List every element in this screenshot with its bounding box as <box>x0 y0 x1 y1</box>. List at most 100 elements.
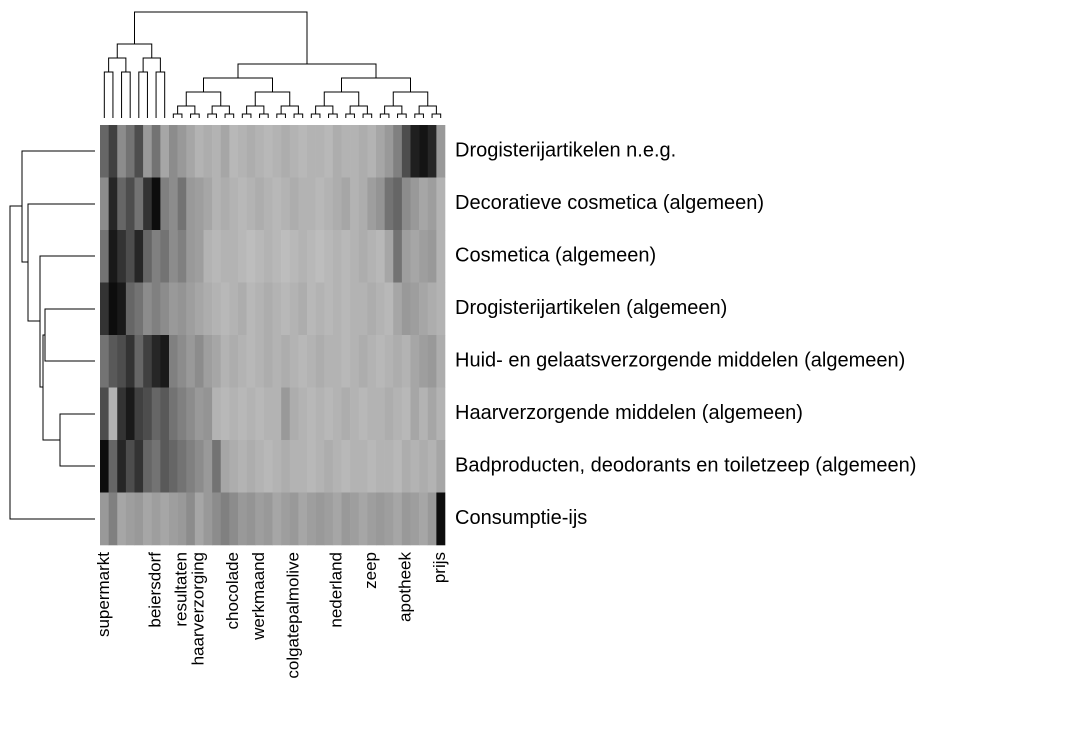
heatmap-cell <box>169 492 178 546</box>
heatmap-cell <box>125 492 135 546</box>
heatmap-cell <box>341 387 351 441</box>
dendrogram-branch <box>259 113 269 118</box>
heatmap-cell <box>410 230 420 283</box>
heatmap-cell <box>151 492 161 546</box>
heatmap-cell <box>246 125 256 178</box>
heatmap-cell <box>229 335 239 388</box>
heatmap-cell <box>324 335 334 388</box>
heatmap-cell <box>324 230 334 283</box>
row-label: Drogisterijartikelen n.e.g. <box>455 140 676 162</box>
heatmap-cell <box>194 125 204 178</box>
dendrogram-branch <box>384 105 403 114</box>
heatmap-cell <box>238 335 247 388</box>
heatmap-cell <box>186 125 196 178</box>
dendrogram-branch <box>116 43 153 58</box>
heatmap-cell <box>376 230 385 283</box>
row-label: Haarverzorgende middelen (algemeen) <box>455 402 803 424</box>
heatmap-cell <box>220 282 230 336</box>
heatmap-cell <box>169 282 178 336</box>
dendrogram-branch <box>142 57 161 72</box>
heatmap-cell <box>194 230 204 283</box>
heatmap-cell <box>358 230 368 283</box>
heatmap-cell <box>177 125 187 178</box>
heatmap-cell <box>419 387 429 441</box>
heatmap-cell <box>298 387 308 441</box>
heatmap-cell <box>134 177 144 231</box>
dendrogram-branch <box>211 105 230 114</box>
row-label: Huid- en gelaatsverzorgende middelen (al… <box>455 350 905 372</box>
dendrogram-branch <box>121 71 131 118</box>
column-label: prijs <box>430 552 449 583</box>
heatmap-cell <box>298 230 308 283</box>
heatmap-cell <box>229 492 239 546</box>
heatmap-cell <box>238 177 247 231</box>
heatmap-cell <box>117 387 127 441</box>
heatmap-cell <box>169 387 178 441</box>
heatmap-cell <box>229 440 239 493</box>
heatmap-cell <box>419 440 429 493</box>
heatmap-cell <box>358 440 368 493</box>
heatmap-cell <box>315 492 325 546</box>
heatmap-cell <box>229 282 239 336</box>
heatmap-cell <box>410 177 420 231</box>
heatmap-cell <box>160 230 170 283</box>
heatmap-cell <box>151 177 161 231</box>
heatmap-cell <box>384 492 394 546</box>
heatmap-cell <box>186 282 196 336</box>
heatmap-cell <box>384 177 394 231</box>
heatmap-cell <box>427 177 437 231</box>
heatmap-cell <box>350 125 360 178</box>
heatmap-cell <box>272 125 282 178</box>
heatmap-cell <box>186 387 196 441</box>
dendrogram-branch <box>341 77 411 92</box>
heatmap-cell <box>350 177 360 231</box>
heatmap-cell <box>315 230 325 283</box>
heatmap-cell <box>289 282 299 336</box>
dendrogram-branch <box>155 71 166 118</box>
heatmap-cell <box>272 177 282 231</box>
heatmap-cell <box>341 492 351 546</box>
heatmap-cell <box>401 387 411 441</box>
heatmap-cell <box>169 125 178 178</box>
heatmap-cell <box>307 387 316 441</box>
heatmap-cell <box>272 492 282 546</box>
row-label: Cosmetica (algemeen) <box>455 245 656 267</box>
heatmap-cell <box>255 282 265 336</box>
heatmap-cell <box>255 230 265 283</box>
heatmap-cell <box>117 230 127 283</box>
dendrogram-branch <box>349 105 368 114</box>
heatmap-cell <box>393 230 403 283</box>
dendrogram-branch <box>431 113 442 118</box>
dendrogram-branch <box>138 71 148 118</box>
heatmap-cell <box>246 387 256 441</box>
heatmap-cell <box>108 230 118 283</box>
heatmap-cell <box>307 492 316 546</box>
heatmap-cell <box>238 282 247 336</box>
heatmap-cell <box>212 440 222 493</box>
heatmap-cell <box>186 492 196 546</box>
heatmap-cell <box>410 282 420 336</box>
heatmap-cell <box>169 440 178 493</box>
heatmap-cell <box>169 177 178 231</box>
heatmap-cell <box>401 440 411 493</box>
heatmap-cell <box>367 230 377 283</box>
heatmap-cell <box>212 125 222 178</box>
heatmap-cell <box>117 282 127 336</box>
heatmap-cell <box>229 177 239 231</box>
dendrogram-branch <box>397 113 407 118</box>
heatmap-cell <box>289 177 299 231</box>
heatmap-cell <box>143 125 153 178</box>
heatmap-cell <box>324 387 334 441</box>
heatmap-cell <box>177 177 187 231</box>
heatmap-cell <box>272 440 282 493</box>
heatmap-cell <box>151 335 161 388</box>
heatmap-cell <box>238 440 247 493</box>
heatmap-cell <box>177 492 187 546</box>
heatmap-cell <box>160 177 170 231</box>
heatmap-cell <box>220 387 230 441</box>
heatmap-cell <box>332 492 342 546</box>
heatmap-cell <box>246 335 256 388</box>
heatmap-cell <box>436 440 446 493</box>
heatmap-cell <box>410 335 420 388</box>
dendrogram-branch <box>280 105 299 114</box>
